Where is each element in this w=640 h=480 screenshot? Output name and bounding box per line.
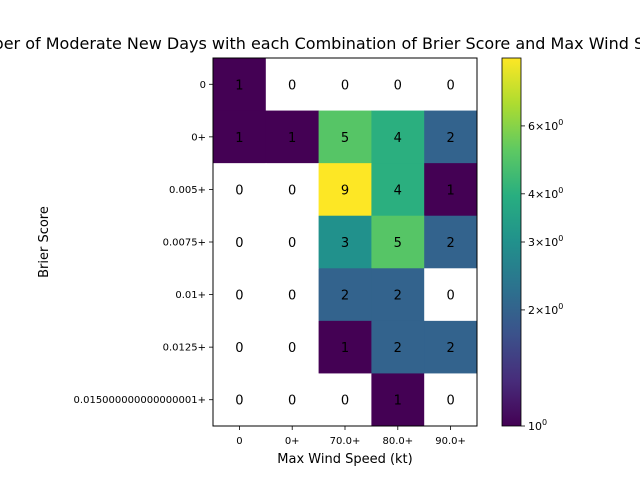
heatmap-cell: [213, 320, 267, 374]
heatmap-cell: [318, 268, 372, 322]
cell-value-label: 1: [446, 183, 454, 198]
y-tick-label: 0.0125+: [163, 343, 206, 354]
cell-value-label: 4: [394, 131, 402, 146]
heatmap-cell: [424, 110, 478, 164]
cell-value-label: 2: [446, 236, 454, 251]
heatmap-cell-labels: 1 0 0 0 0 1 1 5 4 2 0 0 9 4 1 0 0 3 5 2 0 0 2 2 0 0 0 1 2 2 0 0 0 1 0: [235, 78, 454, 408]
colorbar-tick-label: 100: [528, 418, 547, 433]
cell-value-label: 1: [235, 78, 243, 93]
heatmap-cell: [265, 110, 320, 164]
heatmap-cell: [371, 320, 425, 374]
y-tick-label: 0: [200, 80, 206, 91]
heatmap-cell: [371, 110, 425, 164]
cell-value-label: 5: [341, 131, 349, 146]
cell-value-label: 4: [394, 183, 402, 198]
heatmap-cell: [424, 320, 478, 374]
y-tick-label: 0+: [191, 132, 206, 143]
colorbar-tick-label: 3×100: [528, 234, 563, 249]
heatmap-cell: [213, 268, 267, 322]
heatmap-cell: [265, 163, 320, 217]
cell-value-label: 0: [288, 236, 296, 251]
colorbar-ticks: 100 2×100 3×100 4×100 6×100: [521, 118, 563, 433]
heatmap-cell: [265, 373, 320, 427]
heatmap-cell: [318, 58, 372, 112]
x-tick-label: 70.0+: [330, 436, 361, 447]
heatmap-cell: [265, 268, 320, 322]
heatmap-cell: [424, 163, 478, 217]
cell-value-label: 0: [446, 289, 454, 304]
cell-value-label: 2: [394, 341, 402, 356]
cell-value-label: 0: [235, 289, 243, 304]
cell-value-label: 0: [288, 341, 296, 356]
heatmap-cell: [265, 215, 320, 269]
cell-value-label: 0: [394, 78, 402, 93]
y-tick-label: 0.015000000000000001+: [74, 395, 206, 406]
heatmap-cell: [265, 58, 320, 112]
heatmap-cell: [371, 163, 425, 217]
heatmap-cell: [371, 373, 425, 427]
heatmap-cell: [318, 373, 372, 427]
heatmap-cell: [213, 58, 267, 112]
cell-value-label: 1: [235, 131, 243, 146]
x-tick-label: 0: [236, 436, 242, 447]
x-tick-label: 0+: [285, 436, 300, 447]
cell-value-label: 1: [341, 341, 349, 356]
cell-value-label: 0: [446, 78, 454, 93]
colorbar: 100 2×100 3×100 4×100 6×100: [501, 57, 563, 433]
cell-value-label: 1: [288, 131, 296, 146]
heatmap-cell: [318, 110, 372, 164]
colorbar-tick-label: 2×100: [528, 302, 563, 317]
cell-value-label: 0: [288, 394, 296, 409]
cell-value-label: 3: [341, 236, 349, 251]
heatmap-cell: [424, 268, 478, 322]
y-tick-label: 0.01+: [175, 290, 206, 301]
cell-value-label: 0: [235, 394, 243, 409]
heatmap-cell: [371, 268, 425, 322]
heatmap-cell: [213, 373, 267, 427]
heatmap-cell: [213, 110, 267, 164]
heatmap-cell: [213, 215, 267, 269]
cell-value-label: 2: [394, 289, 402, 304]
colorbar-gradient: [501, 57, 522, 427]
heatmap-cell: [318, 163, 372, 217]
cell-value-label: 0: [288, 183, 296, 198]
x-axis-ticks: 0 0+ 70.0+ 80.0+ 90.0+: [236, 426, 466, 447]
heatmap-cells: [213, 58, 478, 427]
cell-value-label: 0: [235, 183, 243, 198]
cell-value-label: 2: [446, 131, 454, 146]
y-axis-label: Brier Score: [37, 206, 52, 278]
cell-value-label: 0: [235, 236, 243, 251]
heatmap-cell: [371, 58, 425, 112]
heatmap-cell: [318, 215, 372, 269]
heatmap-cell: [213, 163, 267, 217]
chart-title: Number of Moderate New Days with each Co…: [0, 34, 640, 53]
cell-value-label: 0: [341, 394, 349, 409]
heatmap-cell: [424, 215, 478, 269]
x-tick-label: 80.0+: [382, 436, 413, 447]
cell-value-label: 2: [341, 289, 349, 304]
heatmap-cell: [424, 58, 478, 112]
colorbar-tick-label: 6×100: [528, 118, 563, 133]
heatmap-cell: [318, 320, 372, 374]
cell-value-label: 0: [288, 289, 296, 304]
y-tick-label: 0.0075+: [163, 238, 206, 249]
x-axis-label: Max Wind Speed (kt): [277, 452, 412, 467]
y-tick-label: 0.005+: [169, 185, 206, 196]
cell-value-label: 5: [394, 236, 402, 251]
cell-value-label: 0: [288, 78, 296, 93]
cell-value-label: 2: [446, 341, 454, 356]
cell-value-label: 0: [235, 341, 243, 356]
colorbar-tick-label: 4×100: [528, 186, 563, 201]
heatmap-cell: [371, 215, 425, 269]
heatmap-cell: [265, 320, 320, 374]
y-axis-ticks: 0 0+ 0.005+ 0.0075+ 0.01+ 0.0125+ 0.0150000000…: [74, 80, 213, 406]
cell-value-label: 0: [341, 78, 349, 93]
cell-value-label: 1: [394, 394, 402, 409]
cell-value-label: 9: [341, 183, 349, 198]
cell-value-label: 0: [446, 394, 454, 409]
x-tick-label: 90.0+: [435, 436, 466, 447]
heatmap-cell: [424, 373, 478, 427]
